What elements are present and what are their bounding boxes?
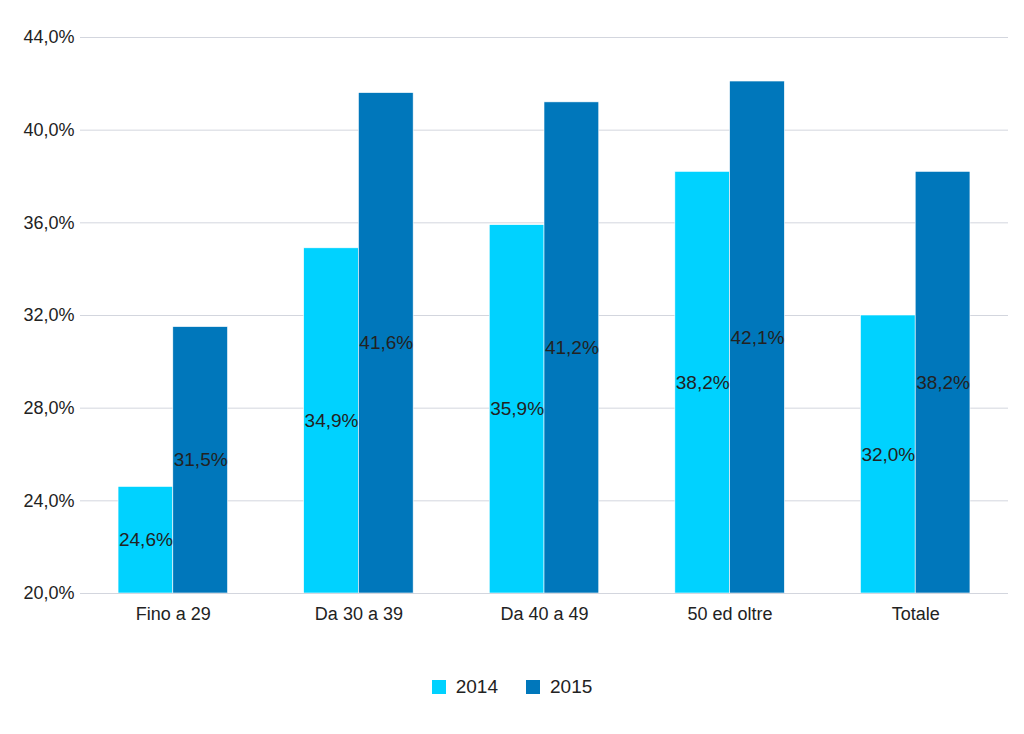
svg-text:44,0%: 44,0% (23, 27, 74, 47)
svg-text:38,2%: 38,2% (676, 372, 730, 393)
svg-text:32,0%: 32,0% (861, 444, 915, 465)
svg-text:20,0%: 20,0% (23, 583, 74, 603)
html-text:2014: 2014 (455, 676, 498, 697)
svg-text:42,1%: 42,1% (731, 327, 785, 348)
svg-text:50 ed oltre: 50 ed oltre (688, 604, 773, 624)
svg-text:28,0%: 28,0% (23, 398, 74, 418)
svg-text:38,2%: 38,2% (916, 372, 970, 393)
svg-text:Da 40 a 49: Da 40 a 49 (500, 604, 588, 624)
html-text:2015: 2015 (550, 676, 593, 697)
svg-text:24,0%: 24,0% (23, 491, 74, 511)
svg-text:Da 30 a 39: Da 30 a 39 (315, 604, 403, 624)
svg-text:Totale: Totale (892, 604, 940, 624)
svg-text:41,2%: 41,2% (545, 337, 599, 358)
svg-text:41,6%: 41,6% (359, 332, 413, 353)
svg-text:36,0%: 36,0% (23, 213, 74, 233)
svg-text:40,0%: 40,0% (23, 120, 74, 140)
svg-text:35,9%: 35,9% (490, 398, 544, 419)
svg-text:31,5%: 31,5% (174, 449, 228, 470)
svg-text:32,0%: 32,0% (23, 305, 74, 325)
svg-text:34,9%: 34,9% (305, 410, 359, 431)
svg-text:Fino a 29: Fino a 29 (136, 604, 211, 624)
svg-text:24,6%: 24,6% (119, 529, 173, 550)
